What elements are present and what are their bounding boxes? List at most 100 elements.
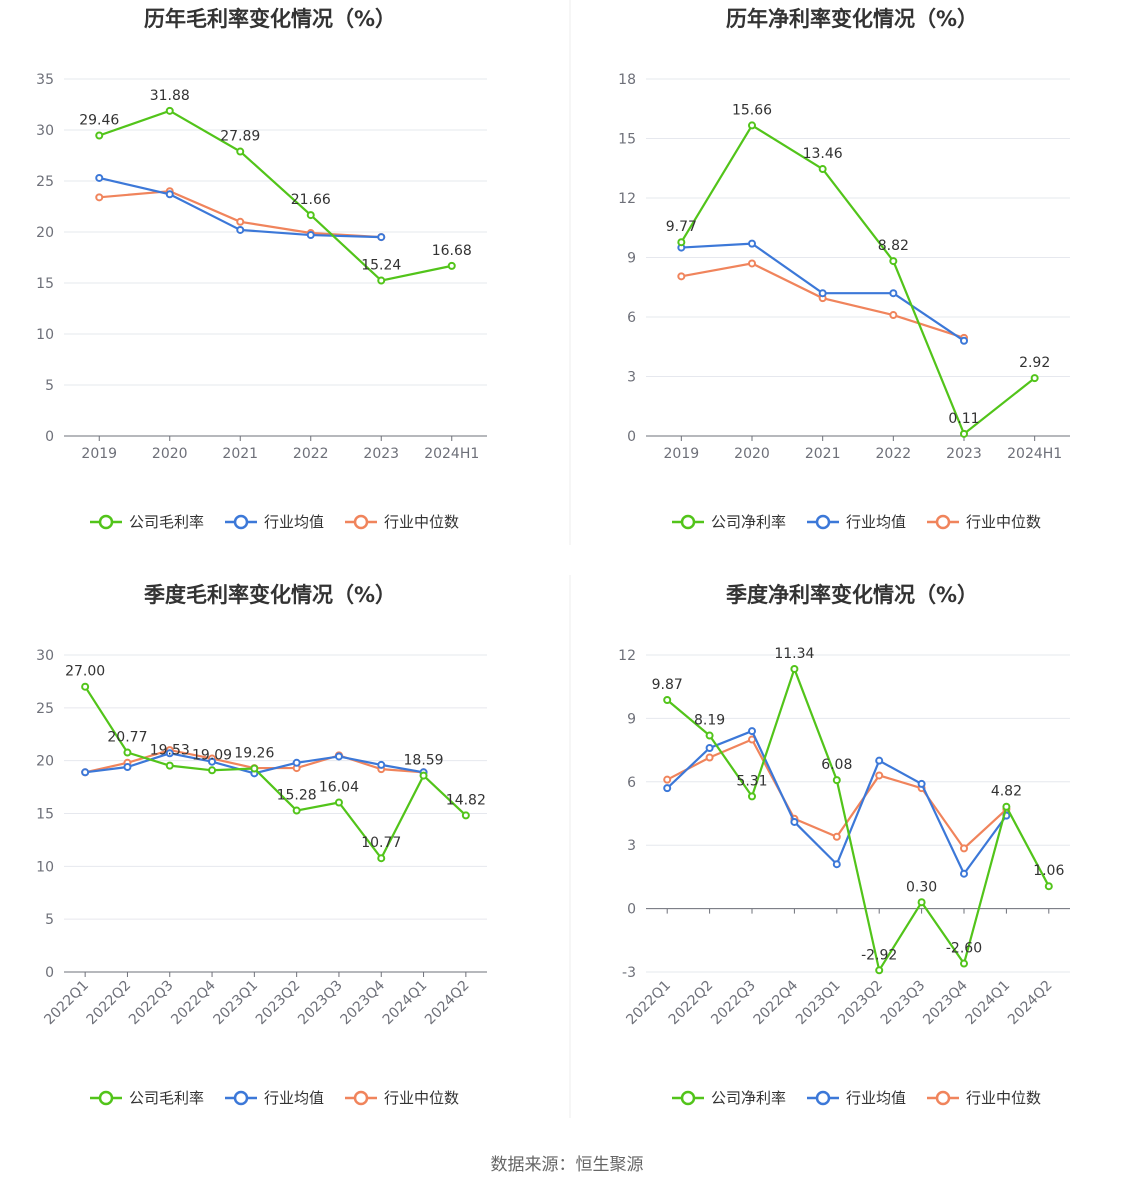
data-point-company [960, 429, 968, 438]
y-tick-label: 15 [618, 132, 636, 148]
data-point-avg [292, 758, 301, 767]
x-tick-label: 2023Q4 [920, 977, 971, 1028]
x-tick-label: 2023 [946, 446, 982, 462]
data-label: 21.66 [291, 192, 331, 208]
y-tick-label: 20 [36, 225, 54, 241]
chart-title: 历年毛利率变化情况（%） [144, 7, 396, 31]
chart-panel-1: 历年毛利率变化情况（%） 0 5 10 15 20 25 30 35 2019 2020 2021 20… [36, 7, 487, 531]
y-tick-label: 15 [36, 807, 54, 823]
data-point-company [1044, 882, 1053, 891]
data-label: 1.06 [1033, 863, 1064, 879]
data-label: -2.92 [861, 947, 897, 963]
legend-label: 行业均值 [264, 1089, 324, 1107]
legend-marker [98, 514, 114, 530]
legend-label: 公司净利率 [711, 513, 786, 531]
data-point-median [663, 775, 672, 784]
x-tick-label: 2024Q2 [422, 978, 473, 1029]
y-tick-label: 20 [36, 754, 54, 770]
data-point-company [292, 806, 301, 815]
data-point-avg [748, 727, 756, 736]
data-point-company [447, 261, 456, 270]
data-point-company [165, 761, 174, 770]
data-point-company [705, 731, 714, 740]
data-label: 8.82 [878, 238, 909, 254]
data-label: 16.68 [432, 243, 472, 259]
series-line-company [98, 109, 452, 282]
data-point-company [748, 121, 756, 130]
y-tick-label: 0 [627, 902, 636, 918]
data-point-company [95, 131, 104, 140]
data-point-avg [165, 190, 174, 199]
data-point-company [663, 696, 672, 705]
data-point-company [377, 854, 386, 863]
y-tick-label: 0 [45, 965, 54, 981]
x-tick-label: 2022Q4 [751, 977, 802, 1028]
legend-item-company: 公司毛利率 [90, 1089, 204, 1107]
series-line-company [666, 665, 1050, 974]
data-label: 14.82 [446, 792, 486, 808]
legend-label: 行业中位数 [384, 1089, 459, 1107]
legend-marker [98, 1090, 114, 1106]
data-label: 9.77 [666, 219, 697, 235]
y-tick-label: 12 [618, 191, 636, 207]
data-label: 15.66 [732, 102, 772, 118]
data-label: 2.92 [1019, 355, 1050, 371]
x-tick-label: 2019 [664, 446, 700, 462]
data-label: 5.31 [736, 773, 767, 789]
x-tick-label: 2022Q4 [168, 977, 219, 1028]
data-point-company [1030, 374, 1039, 383]
legend-marker [935, 514, 951, 530]
y-tick-label: 5 [45, 912, 54, 928]
x-tick-label: 2022Q2 [666, 978, 717, 1029]
data-point-company [677, 238, 686, 247]
data-point-avg [705, 743, 714, 752]
data-label: 20.77 [107, 730, 147, 746]
data-point-median [748, 259, 756, 268]
y-tick-label: 12 [618, 648, 636, 664]
data-point-company [236, 147, 245, 156]
legend-label: 公司毛利率 [129, 1089, 204, 1107]
data-point-company [334, 798, 343, 807]
x-tick-label: 2022 [876, 446, 912, 462]
data-point-avg [960, 869, 968, 878]
data-label: 0.30 [906, 879, 937, 895]
y-tick-label: 25 [36, 174, 54, 190]
data-point-avg [306, 231, 315, 240]
y-tick-label: 30 [36, 123, 54, 139]
data-label: 18.59 [404, 753, 444, 769]
data-point-company [208, 766, 217, 775]
data-point-company [81, 682, 90, 691]
y-tick-label: 6 [627, 775, 636, 791]
series-line-avg [666, 729, 1008, 876]
data-label: 9.87 [652, 677, 683, 693]
legend-label: 行业中位数 [966, 513, 1041, 531]
data-point-company [748, 792, 756, 801]
x-tick-label: 2022Q1 [623, 978, 674, 1029]
x-tick-label: 2020 [734, 446, 770, 462]
legend-marker [353, 1090, 369, 1106]
data-label: 13.46 [803, 146, 843, 162]
legend-item-avg: 行业均值 [225, 513, 324, 531]
data-point-company [917, 898, 926, 907]
y-tick-label: 9 [627, 251, 636, 267]
legend-item-company: 公司净利率 [672, 1089, 786, 1107]
legend-item-avg: 行业均值 [225, 1089, 324, 1107]
data-point-company [790, 664, 799, 673]
data-label: 29.46 [79, 113, 119, 129]
y-tick-label: 6 [627, 310, 636, 326]
data-point-avg [208, 757, 217, 766]
y-tick-label: 0 [45, 429, 54, 445]
data-label: 10.77 [361, 835, 401, 851]
data-point-avg [889, 289, 898, 298]
legend-item-median: 行业中位数 [345, 513, 459, 531]
data-point-median [889, 311, 898, 320]
data-label: 15.28 [277, 788, 317, 804]
chart-title: 历年净利率变化情况（%） [726, 7, 978, 31]
data-label: 31.88 [150, 88, 190, 104]
legend-marker [233, 1090, 249, 1106]
x-tick-label: 2021 [222, 446, 258, 462]
x-tick-label: 2023Q1 [211, 978, 262, 1029]
data-point-company [306, 211, 315, 220]
y-tick-label: 5 [45, 378, 54, 394]
legend-item-avg: 行业均值 [807, 1089, 906, 1107]
